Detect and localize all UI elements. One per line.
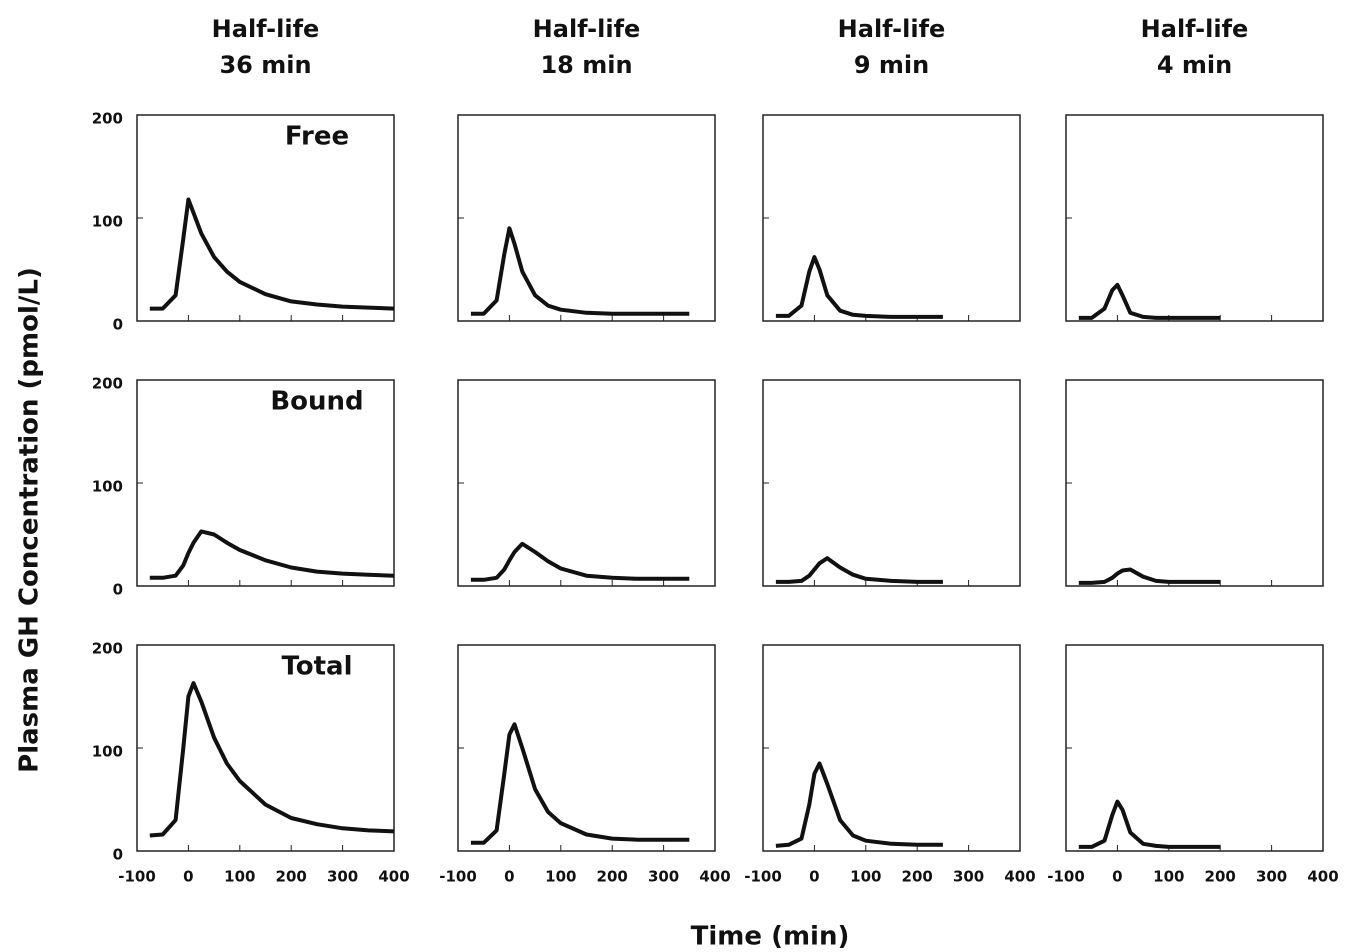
y-tick-label: 0 — [113, 316, 123, 334]
y-tick-label: 200 — [92, 375, 123, 393]
plot-frame — [762, 379, 1021, 587]
x-tick-label: -100 — [439, 868, 477, 886]
y-tick-label: 100 — [92, 213, 123, 231]
x-tick-label: 300 — [648, 868, 679, 886]
column-title: Half-life — [212, 15, 320, 43]
x-tick-label: 100 — [1153, 868, 1184, 886]
curve — [775, 761, 943, 848]
curve — [149, 197, 395, 311]
plot-frame — [1065, 379, 1324, 587]
y-tick-label: 0 — [113, 581, 123, 599]
x-tick-label: 400 — [699, 868, 730, 886]
plot-frame — [1065, 114, 1324, 322]
x-tick-label: 200 — [276, 868, 307, 886]
x-tick-label: 400 — [1307, 868, 1338, 886]
y-tick-label: 100 — [92, 743, 123, 761]
y-tick-label: 100 — [92, 478, 123, 496]
plot-frame — [762, 644, 1021, 852]
row-label: Free — [285, 122, 349, 152]
x-tick-label: 300 — [953, 868, 984, 886]
y-tick-label: 0 — [113, 846, 123, 864]
x-tick-label: 300 — [1256, 868, 1287, 886]
x-tick-label: -100 — [744, 868, 782, 886]
curve — [775, 556, 943, 584]
curve — [1078, 567, 1221, 585]
x-tick-label: 200 — [597, 868, 628, 886]
plot-frame — [762, 114, 1021, 322]
x-tick-label: -100 — [118, 868, 156, 886]
x-tick-label: 200 — [902, 868, 933, 886]
curve — [470, 541, 690, 582]
y-axis-label: Plasma GH Concentration (pmol/L) — [15, 267, 45, 773]
curve — [1078, 282, 1221, 320]
column-title: Half-life — [1141, 15, 1249, 43]
x-tick-label: 400 — [1004, 868, 1035, 886]
curve — [470, 226, 690, 316]
x-tick-label: 200 — [1205, 868, 1236, 886]
x-tick-label: -100 — [1047, 868, 1085, 886]
column-subtitle: 4 min — [1157, 51, 1232, 79]
y-tick-label: 200 — [92, 110, 123, 128]
x-tick-label: 300 — [327, 868, 358, 886]
x-tick-label: 100 — [545, 868, 576, 886]
row-label: Total — [281, 652, 352, 682]
column-subtitle: 18 min — [540, 51, 632, 79]
column-subtitle: 9 min — [854, 51, 929, 79]
curve — [775, 255, 943, 319]
curve — [1078, 799, 1221, 849]
y-tick-label: 200 — [92, 640, 123, 658]
row-label: Bound — [270, 387, 363, 417]
x-axis-label: Time (min) — [691, 922, 850, 952]
column-subtitle: 36 min — [219, 51, 311, 79]
x-tick-label: 400 — [378, 868, 409, 886]
x-tick-label: 0 — [809, 868, 819, 886]
x-tick-label: 100 — [850, 868, 881, 886]
curve — [149, 529, 395, 580]
column-title: Half-life — [838, 15, 946, 43]
x-tick-label: 100 — [224, 868, 255, 886]
curve — [149, 681, 395, 838]
plot-frame — [457, 379, 716, 587]
x-tick-label: 0 — [504, 868, 514, 886]
curve — [470, 722, 690, 845]
x-tick-label: 0 — [183, 868, 193, 886]
x-tick-label: 0 — [1112, 868, 1122, 886]
plot-frame — [1065, 644, 1324, 852]
column-title: Half-life — [533, 15, 641, 43]
